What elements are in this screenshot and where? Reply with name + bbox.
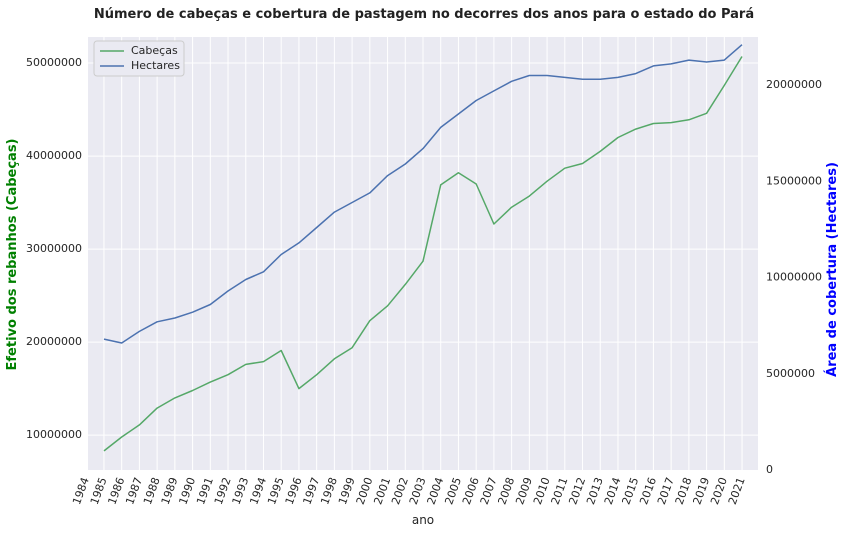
x-axis-ticks: 1984198519861987198819891990199119921993… (70, 476, 748, 507)
x-axis-label: ano (412, 513, 434, 527)
left-y-tick-label: 40000000 (26, 149, 82, 162)
series-line-hectares (103, 44, 743, 344)
right-y-tick-label: 10000000 (766, 271, 822, 284)
right-y-tick-label: 5000000 (766, 367, 815, 380)
right-y-tick-label: 15000000 (766, 174, 822, 187)
gridlines (85, 37, 758, 470)
series-lines (103, 44, 743, 452)
chart-title: Número de cabeças e cobertura de pastage… (94, 7, 754, 22)
right-y-axis-ticks: 0 5000000 10000000 15000000 20000000 (766, 78, 822, 476)
left-y-axis-ticks: 10000000 20000000 30000000 40000000 50000000 (26, 56, 82, 441)
left-y-tick-label: 30000000 (26, 242, 82, 255)
series-line-cabecas (103, 56, 743, 452)
legend-label: Hectares (131, 59, 180, 72)
right-y-tick-label: 0 (766, 463, 773, 476)
legend: Cabeças Hectares (93, 40, 185, 77)
legend-label: Cabeças (131, 44, 178, 57)
right-y-tick-label: 20000000 (766, 78, 822, 91)
legend-box (93, 40, 185, 77)
left-y-axis-label: Efetivo dos rebanhos (Cabeças) (5, 138, 20, 370)
right-y-axis-label: Área de cobertura (Hectares) (824, 162, 840, 377)
left-y-tick-label: 20000000 (26, 335, 82, 348)
left-y-tick-label: 50000000 (26, 56, 82, 69)
left-y-tick-label: 10000000 (26, 428, 82, 441)
